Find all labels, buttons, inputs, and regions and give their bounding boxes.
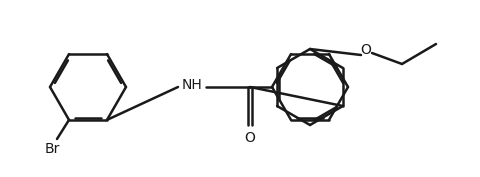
Text: O: O <box>245 131 255 145</box>
Text: O: O <box>360 43 372 57</box>
Text: NH: NH <box>181 78 203 92</box>
Text: Br: Br <box>44 142 60 156</box>
